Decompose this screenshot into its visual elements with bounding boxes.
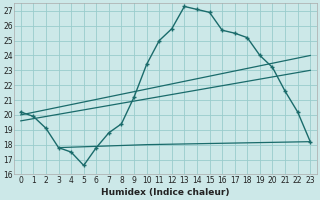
- X-axis label: Humidex (Indice chaleur): Humidex (Indice chaleur): [101, 188, 230, 197]
